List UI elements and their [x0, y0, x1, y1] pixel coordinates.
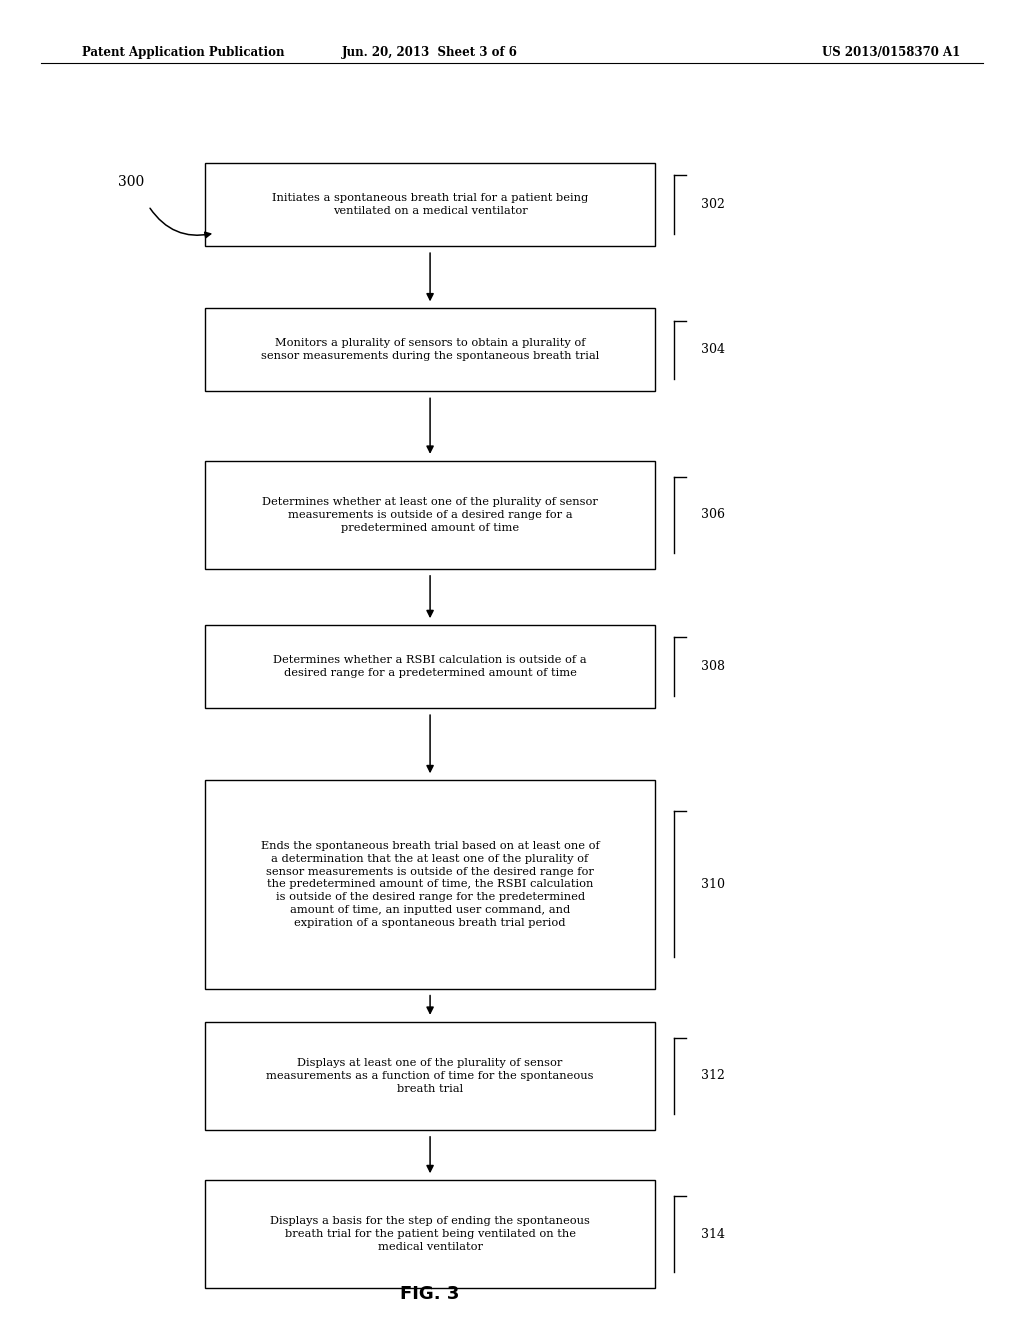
FancyBboxPatch shape: [205, 162, 655, 246]
Text: 312: 312: [701, 1069, 725, 1082]
Text: Determines whether a RSBI calculation is outside of a
desired range for a predet: Determines whether a RSBI calculation is…: [273, 655, 587, 678]
Text: 308: 308: [701, 660, 725, 673]
Text: US 2013/0158370 A1: US 2013/0158370 A1: [821, 46, 961, 59]
FancyBboxPatch shape: [205, 626, 655, 708]
Text: Ends the spontaneous breath trial based on at least one of
a determination that : Ends the spontaneous breath trial based …: [261, 841, 599, 928]
Text: Displays a basis for the step of ending the spontaneous
breath trial for the pat: Displays a basis for the step of ending …: [270, 1217, 590, 1251]
Text: 302: 302: [701, 198, 725, 211]
Text: FIG. 3: FIG. 3: [400, 1284, 460, 1303]
Text: Displays at least one of the plurality of sensor
measurements as a function of t: Displays at least one of the plurality o…: [266, 1059, 594, 1093]
Text: Patent Application Publication: Patent Application Publication: [82, 46, 285, 59]
FancyBboxPatch shape: [205, 780, 655, 989]
FancyBboxPatch shape: [205, 1022, 655, 1130]
FancyBboxPatch shape: [205, 461, 655, 569]
FancyBboxPatch shape: [205, 309, 655, 391]
Text: 300: 300: [118, 176, 144, 189]
Text: Determines whether at least one of the plurality of sensor
measurements is outsi: Determines whether at least one of the p…: [262, 498, 598, 532]
Text: Initiates a spontaneous breath trial for a patient being
ventilated on a medical: Initiates a spontaneous breath trial for…: [272, 193, 588, 216]
Text: 306: 306: [701, 508, 725, 521]
FancyBboxPatch shape: [205, 1180, 655, 1288]
Text: 314: 314: [701, 1228, 725, 1241]
Text: 304: 304: [701, 343, 725, 356]
Text: Jun. 20, 2013  Sheet 3 of 6: Jun. 20, 2013 Sheet 3 of 6: [342, 46, 518, 59]
Text: Monitors a plurality of sensors to obtain a plurality of
sensor measurements dur: Monitors a plurality of sensors to obtai…: [261, 338, 599, 362]
Text: 310: 310: [701, 878, 725, 891]
